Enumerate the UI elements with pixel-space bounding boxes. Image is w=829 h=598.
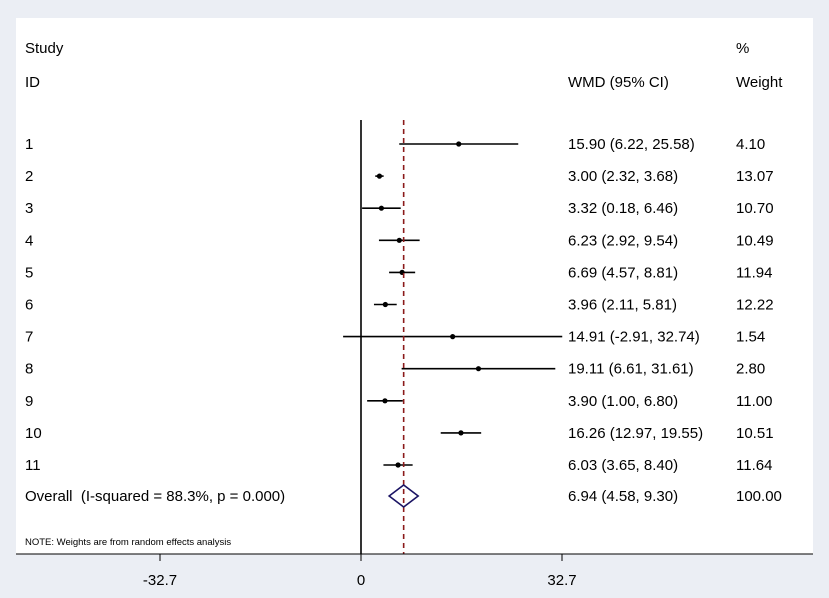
- study-ci-text: 6.03 (3.65, 8.40): [568, 457, 678, 474]
- study-rows: 1 15.90 (6.22, 25.58) 4.10 2 3.00 (2.32, 3.6…: [25, 136, 774, 474]
- plot-panel: [16, 18, 813, 554]
- study-id-label: 8: [25, 361, 33, 378]
- study-id-label: 11: [25, 457, 41, 474]
- study-ci-text: 6.23 (2.92, 9.54): [568, 232, 678, 249]
- study-point-estimate: [396, 237, 402, 243]
- study-weight-text: 11.64: [736, 457, 772, 474]
- study-weight-text: 1.54: [736, 329, 765, 346]
- study-point-estimate: [475, 366, 482, 372]
- study-weight-text: 12.22: [736, 297, 774, 314]
- overall-ci-text: 6.94 (4.58, 9.30): [568, 488, 678, 505]
- study-point-estimate: [456, 141, 462, 147]
- overall-diamond: [387, 483, 420, 509]
- study-ci-text: 19.11 (6.61, 31.61): [568, 361, 694, 378]
- study-weight-text: 11.94: [736, 264, 772, 281]
- note-text: NOTE: Weights are from random effects an…: [25, 537, 231, 548]
- header-weight-percent: %: [736, 40, 749, 57]
- study-point-estimate: [382, 398, 388, 404]
- study-ci-text: 15.90 (6.22, 25.58): [568, 136, 695, 153]
- header-weight: Weight: [736, 74, 783, 91]
- study-id-label: 4: [25, 232, 33, 249]
- study-point-estimate: [450, 334, 456, 340]
- study-ci-text: 3.96 (2.11, 5.81): [568, 297, 677, 314]
- study-id-label: 10: [25, 425, 42, 442]
- study-ci-text: 16.26 (12.97, 19.55): [568, 425, 703, 442]
- study-point-estimate: [395, 462, 401, 468]
- header-study: Study: [25, 40, 64, 57]
- reference-lines: [360, 120, 405, 554]
- study-point-estimate: [378, 205, 385, 211]
- study-ci-text: 14.91 (-2.91, 32.74): [568, 329, 700, 346]
- study-point-estimate: [376, 173, 383, 179]
- study-point-estimate: [458, 430, 464, 436]
- study-weight-text: 4.10: [736, 136, 765, 153]
- study-ci-text: 3.32 (0.18, 6.46): [568, 200, 678, 217]
- study-id-label: 2: [25, 168, 33, 185]
- study-id-label: 1: [25, 136, 33, 153]
- study-weight-text: 13.07: [736, 168, 774, 185]
- study-weight-text: 10.51: [736, 425, 774, 442]
- study-point-estimate: [382, 301, 388, 308]
- study-id-label: 7: [25, 329, 33, 346]
- x-axis-ticks: -32.7 0 32.7: [143, 554, 577, 589]
- header-effect: WMD (95% CI): [568, 74, 669, 91]
- study-id-label: 5: [25, 264, 33, 281]
- study-weight-text: 11.00: [736, 393, 772, 410]
- study-weight-text: 10.70: [736, 200, 774, 217]
- study-id-label: 3: [25, 200, 33, 217]
- study-id-label: 9: [25, 393, 33, 410]
- x-tick-label: 32.7: [547, 572, 576, 589]
- x-tick-label: -32.7: [143, 572, 177, 589]
- study-ci-text: 6.69 (4.57, 8.81): [568, 264, 678, 281]
- study-id-label: 6: [25, 297, 33, 314]
- header-id: ID: [25, 74, 40, 91]
- study-ci-text: 3.90 (1.00, 6.80): [568, 393, 678, 410]
- study-weight-text: 2.80: [736, 361, 765, 378]
- overall-weight: 100.00: [736, 488, 782, 505]
- overall-label: Overall (I-squared = 88.3%, p = 0.000): [25, 488, 285, 505]
- study-weight-text: 10.49: [736, 232, 774, 249]
- x-tick-label: 0: [357, 572, 365, 589]
- study-ci-text: 3.00 (2.32, 3.68): [568, 168, 678, 185]
